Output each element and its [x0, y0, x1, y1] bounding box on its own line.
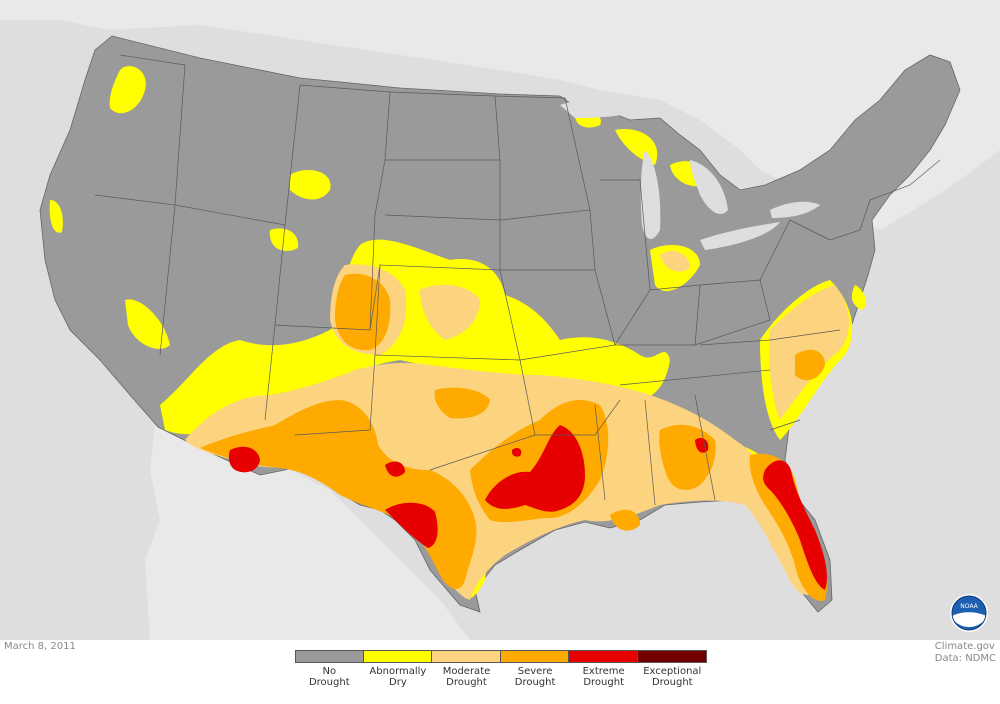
legend-label-line1: Exceptional	[643, 666, 702, 677]
legend-label-line2: Drought	[514, 677, 556, 688]
legend-label-line2: Drought	[583, 677, 624, 688]
legend-label: Exceptional Drought	[638, 666, 707, 688]
drought-map: NOAA	[0, 0, 1000, 640]
credit-site: Climate.gov	[934, 641, 995, 652]
legend-swatch	[432, 650, 501, 663]
legend-label-line1: Abnormally	[369, 666, 427, 677]
legend-swatch	[637, 650, 707, 663]
legend-label: Severe Drought	[501, 666, 570, 688]
legend-label-line1: Severe	[517, 666, 553, 677]
legend-label: Abnormally Dry	[364, 666, 433, 688]
noaa-logo	[950, 594, 988, 632]
credit-data-source: Data: NDMC	[934, 653, 996, 664]
legend-label-line1: Extreme	[582, 666, 625, 677]
legend-label: Extreme Drought	[569, 666, 638, 688]
legend-swatches	[295, 650, 707, 663]
mexico-land	[145, 425, 470, 640]
legend-label-line2: Dry	[389, 677, 407, 688]
great-lakes	[560, 97, 820, 250]
legend-label-line1: No	[322, 666, 337, 677]
legend-swatch	[295, 650, 364, 663]
legend-swatch	[569, 650, 638, 663]
legend-label-line2: Drought	[446, 677, 487, 688]
canada-land	[0, 0, 1000, 230]
map-date: March 8, 2011	[4, 641, 76, 652]
noaa-logo-text: NOAA	[960, 603, 978, 610]
legend-label-line2: Drought	[651, 677, 693, 688]
legend-swatch	[363, 650, 433, 663]
legend-label: Moderate Drought	[432, 666, 501, 688]
legend-label-line1: Moderate	[442, 666, 491, 677]
legend-swatch	[500, 650, 570, 663]
legend-label: No Drought	[295, 666, 364, 688]
legend-label-line2: Drought	[308, 677, 350, 688]
state-borders	[94, 54, 941, 506]
credits: Climate.gov Data: NDMC	[935, 641, 996, 665]
legend: No Drought Abnormally Dry Moderate Drought Sev…	[295, 650, 707, 688]
extreme-drought-areas	[228, 425, 827, 590]
legend-labels: No Drought Abnormally Dry Moderate Drought Sev…	[295, 666, 707, 688]
